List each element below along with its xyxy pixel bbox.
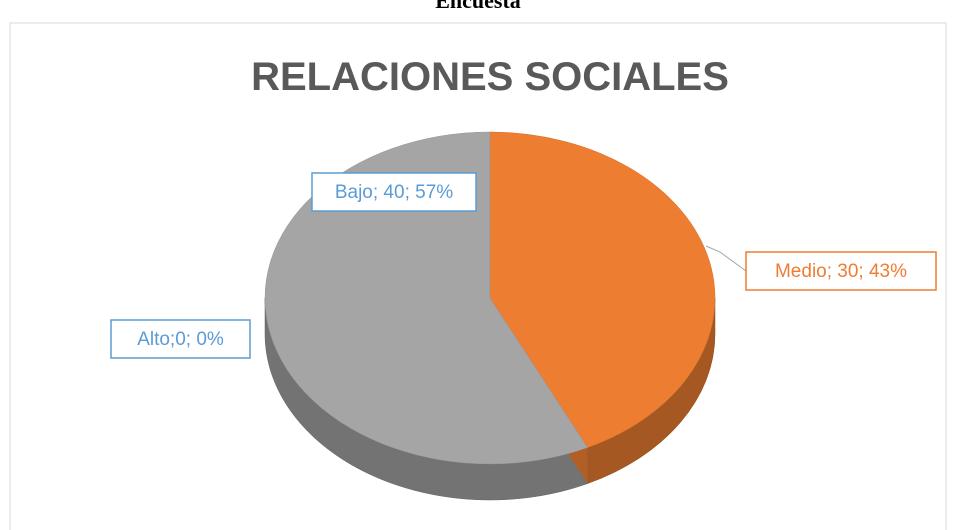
- data-label-box: [311, 172, 477, 212]
- data-label: Medio; 30; 43%: [775, 261, 907, 282]
- chart-title: RELACIONES SOCIALES: [251, 55, 729, 99]
- data-label-box: [110, 319, 251, 359]
- leader-line: [705, 245, 747, 272]
- data-label: Bajo; 40; 57%: [335, 182, 453, 203]
- data-label: Alto;0; 0%: [137, 329, 224, 350]
- slice-top: [264, 131, 589, 465]
- data-labels: Medio; 30; 43% Bajo; 40; 57% Alto;0; 0%: [110, 172, 937, 359]
- pie: [264, 131, 716, 501]
- slice-top: [489, 131, 716, 448]
- data-label-box: [745, 251, 937, 291]
- page-heading: Encuesta: [435, 0, 521, 13]
